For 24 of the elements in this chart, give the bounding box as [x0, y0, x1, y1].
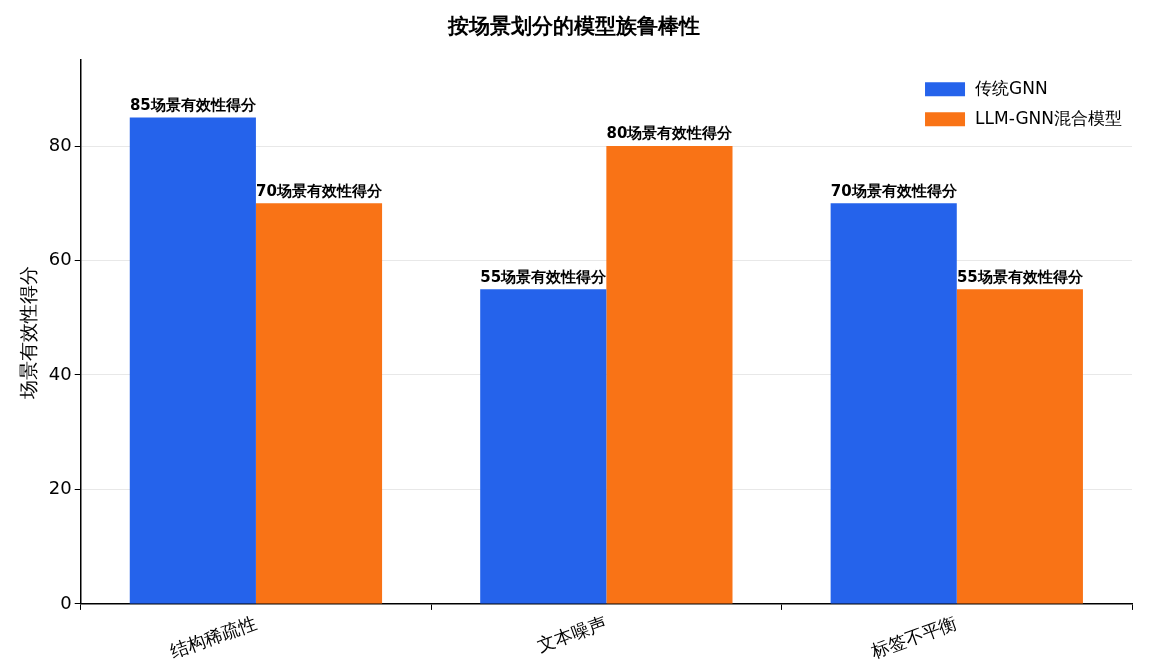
y-tick-label: 80 — [48, 133, 72, 155]
legend-label: 传统GNN — [975, 77, 1048, 98]
y-tick-label: 40 — [48, 362, 72, 384]
bar — [956, 289, 1083, 604]
x-tick-label: 标签不平衡 — [867, 611, 960, 663]
chart-title: 按场景划分的模型族鲁棒性 — [446, 14, 700, 39]
legend-label: LLM-GNN混合模型 — [975, 107, 1123, 128]
bar — [480, 289, 607, 604]
y-tick-label: 60 — [48, 248, 72, 270]
data-label: 80场景有效性得分 — [606, 124, 734, 143]
data-label: 55场景有效性得分 — [956, 267, 1084, 286]
bar — [830, 203, 957, 604]
data-label: 70场景有效性得分 — [256, 181, 383, 200]
bar — [255, 203, 383, 604]
x-tick-label: 文本噪声 — [534, 611, 610, 656]
y-tick-label: 0 — [60, 591, 72, 613]
data-label: 85场景有效性得分 — [129, 95, 257, 114]
data-label: 70场景有效性得分 — [830, 181, 958, 200]
x-tick-label: 结构稀疏性 — [167, 611, 259, 662]
y-axis-title: 场景有效性得分 — [17, 265, 40, 400]
bar — [606, 146, 733, 604]
data-label: 55场景有效性得分 — [480, 267, 608, 286]
bar — [129, 117, 256, 604]
y-tick-label: 20 — [48, 477, 72, 499]
